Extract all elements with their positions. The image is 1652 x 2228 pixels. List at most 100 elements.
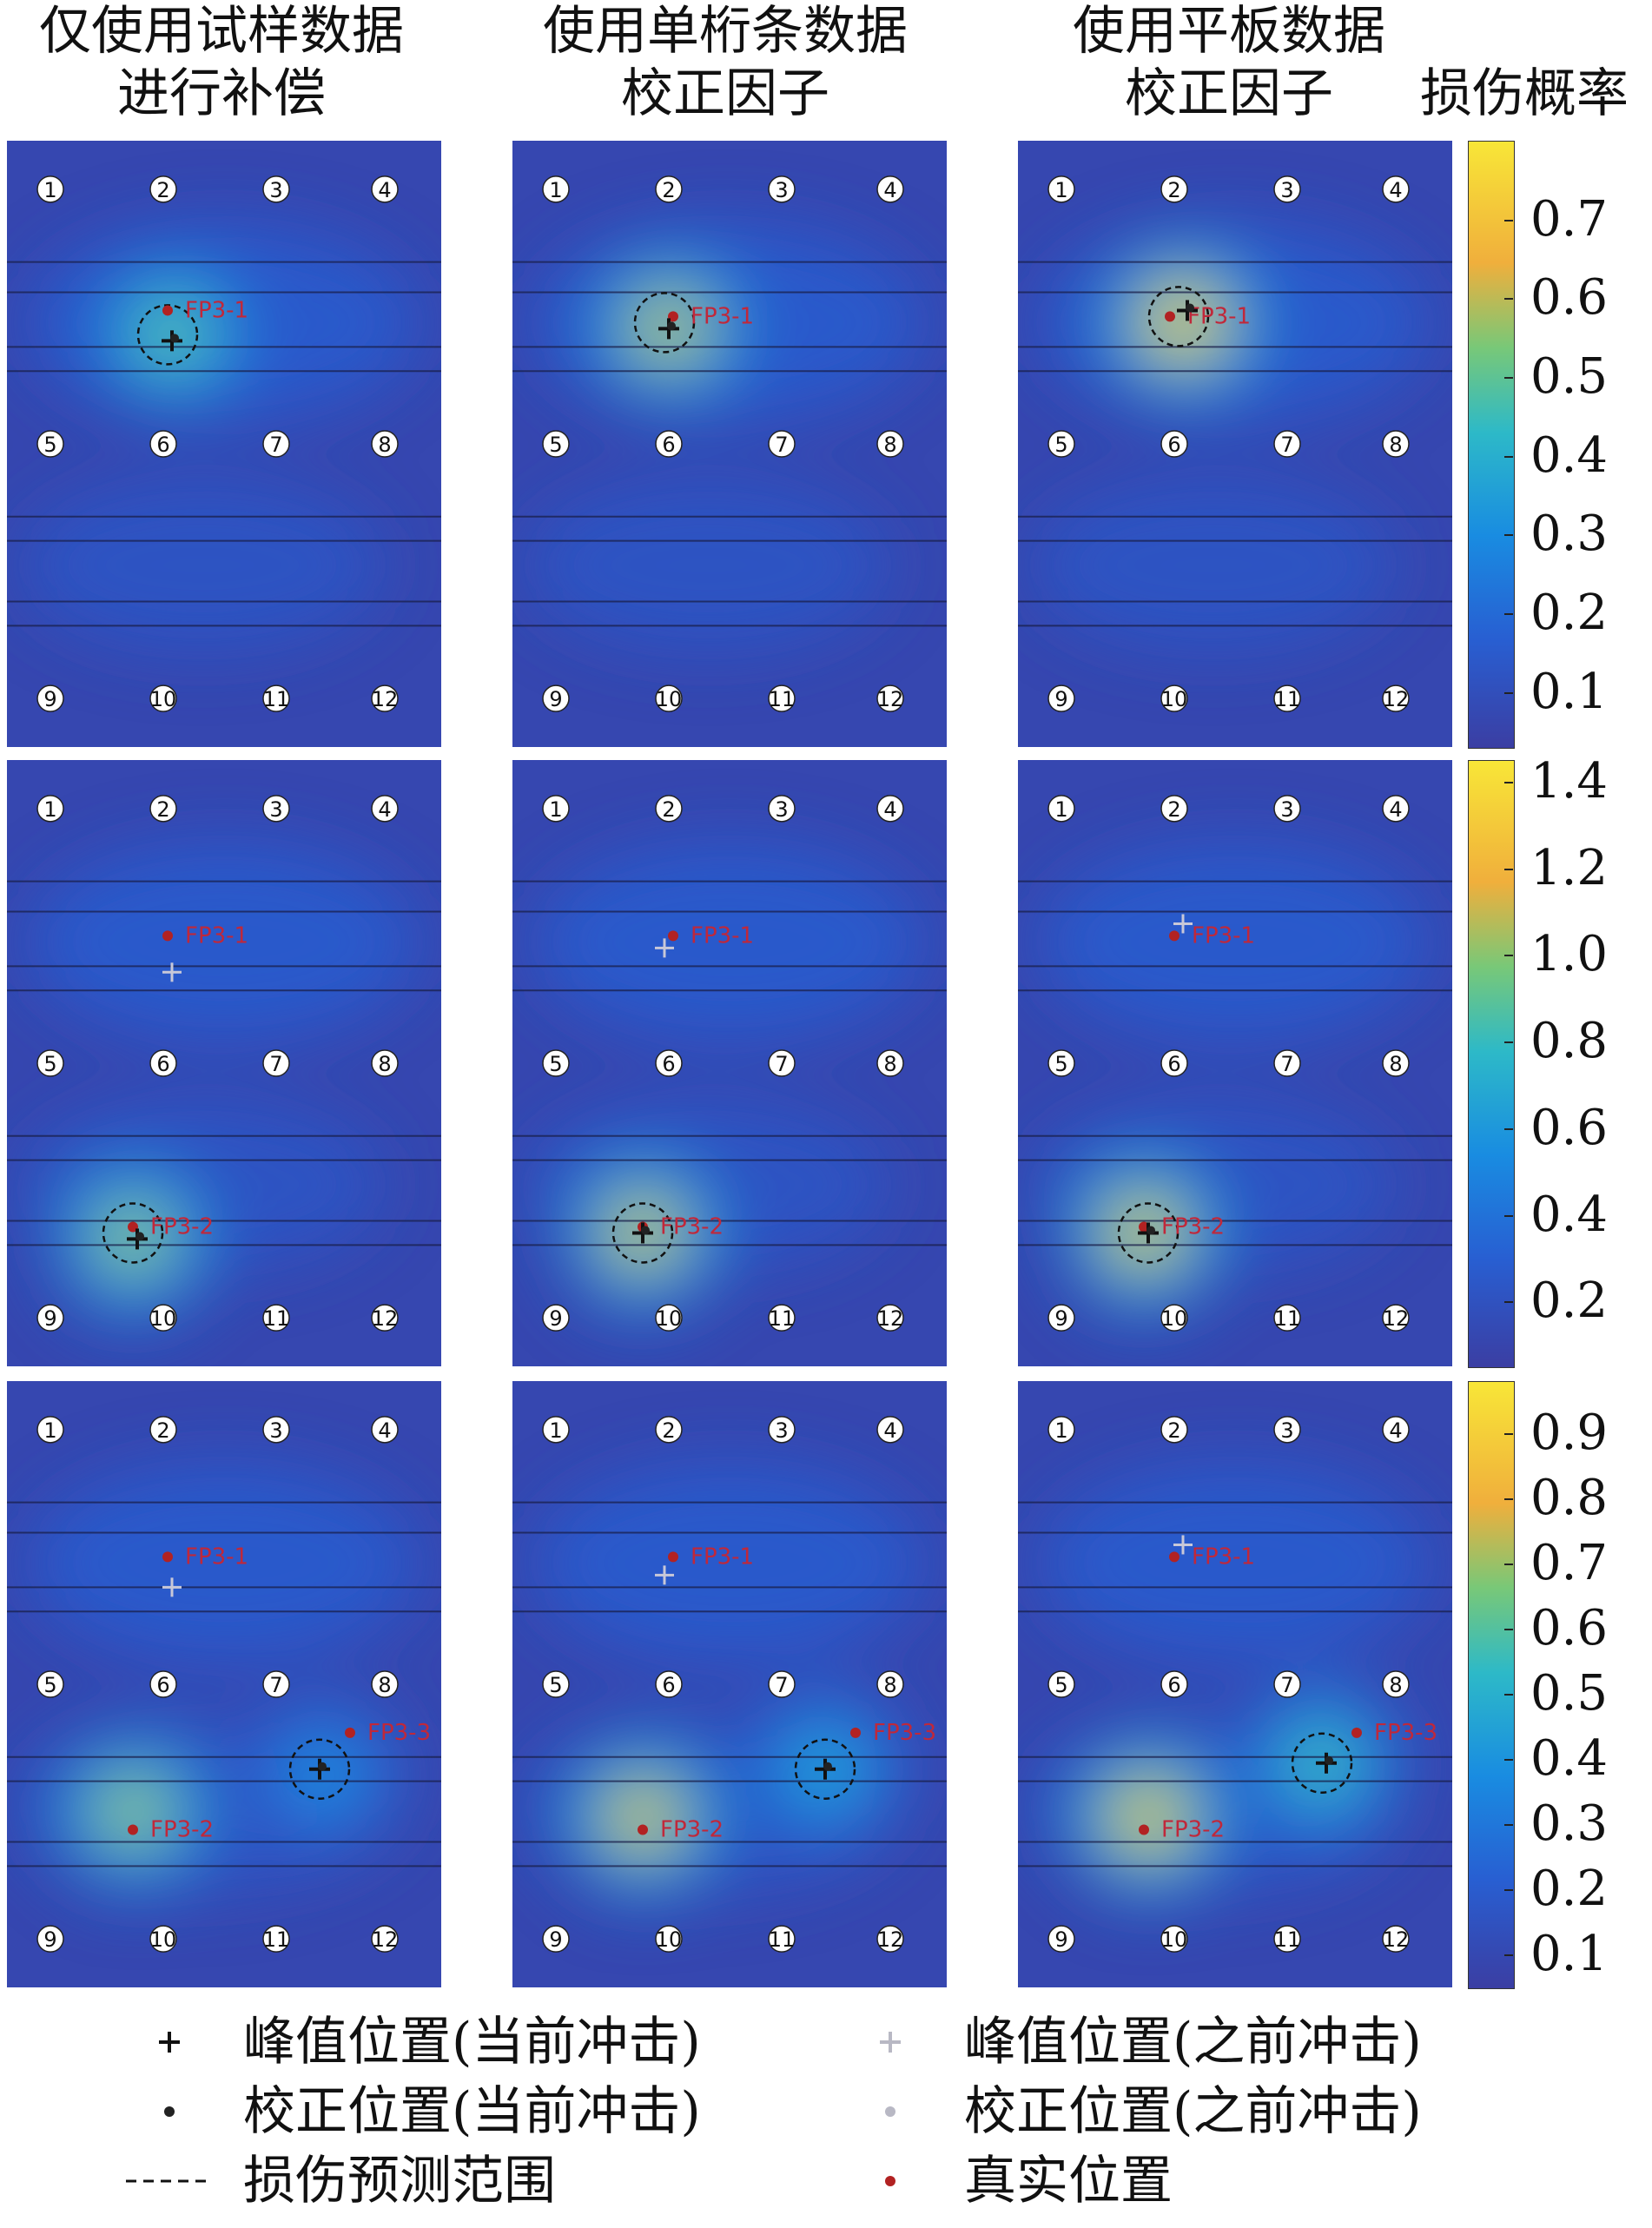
sensor-label: 2: [662, 797, 675, 822]
sensor-label: 12: [372, 1927, 399, 1952]
colorbar-r1: [1468, 141, 1515, 749]
sensor-label: 5: [549, 1052, 562, 1076]
colorbar-tick-label: 0.2: [1530, 584, 1609, 641]
sensor-marker: [1160, 1304, 1188, 1332]
sensor-marker: [262, 684, 290, 712]
sensor-label: 1: [1054, 178, 1067, 202]
sensor-marker: [1273, 1670, 1301, 1698]
colorbar-tick-mark: [1504, 455, 1513, 458]
sensor-marker: [876, 430, 904, 458]
sensor-label: 6: [662, 1673, 675, 1697]
sensor-label: 5: [549, 1673, 562, 1697]
colorbar-tick-label: 0.7: [1530, 190, 1609, 248]
colorbar-tick-mark: [1504, 376, 1513, 379]
sensor-label: 12: [1383, 1927, 1410, 1952]
legend-label: 峰值位置(当前冲击): [243, 2012, 701, 2073]
sensor-marker: [655, 1416, 683, 1444]
true-position-dot: [162, 305, 173, 316]
true-position-dot: [162, 930, 173, 942]
colorbar-tick-label: 0.3: [1530, 506, 1609, 563]
impact-label: FP3-2: [660, 1213, 724, 1240]
legend-label: 峰值位置(之前冲击): [964, 2012, 1422, 2073]
sensor-label: 3: [1280, 797, 1293, 822]
true-position-dot: [1165, 311, 1175, 322]
sensor-marker: [36, 175, 64, 203]
sensor-marker: [1047, 1049, 1075, 1077]
colorbar-tick-label: 1.4: [1530, 752, 1609, 810]
colorbar-tick-mark: [1504, 1433, 1513, 1436]
sensor-marker: [1382, 1304, 1410, 1332]
legend-item-plus-light: 峰值位置(之前冲击): [834, 2011, 1422, 2073]
colorbar-tick-label: 0.9: [1530, 1405, 1609, 1462]
sensor-marker: [1382, 430, 1410, 458]
sensor-marker: [1273, 1049, 1301, 1077]
colorbar-tick-label: 0.5: [1530, 347, 1609, 405]
sensor-marker: [371, 684, 399, 712]
legend-label: 损伤预测范围: [243, 2151, 556, 2211]
sensor-marker: [768, 684, 796, 712]
sensor-marker: [36, 1670, 64, 1698]
legend-item-plus-dark: 峰值位置(当前冲击): [113, 2011, 701, 2073]
hotspot-layer: [109, 1787, 157, 1836]
column-title-2-line2: 校正因子: [621, 63, 829, 124]
sensor-marker: [371, 1304, 399, 1332]
sensor-marker: [542, 1304, 570, 1332]
sensor-marker: [1382, 1925, 1410, 1953]
sensor-label: 7: [775, 1052, 788, 1076]
heatmap-panel-r1-c1: 1 2 3 4 5 6 7 8 9 10 11 12 FP3-1: [7, 141, 441, 747]
peak-previous-marker: [1173, 914, 1193, 934]
sensor-label: 2: [662, 178, 675, 202]
true-position-dot: [850, 1727, 861, 1738]
sensor-marker: [36, 795, 64, 823]
sensor-label: 8: [1389, 433, 1402, 457]
sensor-label: 11: [263, 1927, 290, 1952]
impact-label: FP3-2: [150, 1817, 214, 1843]
sensor-label: 7: [775, 1673, 788, 1697]
sensor-label: 8: [1389, 1052, 1402, 1076]
sensor-marker: [542, 1925, 570, 1953]
sensor-label: 6: [1167, 1673, 1180, 1697]
sensor-label: 3: [775, 797, 788, 822]
sensor-marker: [1047, 684, 1075, 712]
impact-label: FP3-1: [1192, 922, 1255, 949]
sensor-marker: [149, 1304, 177, 1332]
true-position-dot: [1169, 1551, 1180, 1563]
corrected-position-current: [318, 1762, 327, 1771]
sensor-label: 2: [1167, 178, 1180, 202]
sensor-marker: [542, 1416, 570, 1444]
sensor-marker: [1160, 1670, 1188, 1698]
sensor-marker: [149, 1925, 177, 1953]
sensor-marker: [1047, 175, 1075, 203]
peak-previous-marker: [655, 1565, 674, 1585]
colorbar-tick-label: 0.8: [1530, 1013, 1609, 1070]
sensor-label: 7: [269, 433, 282, 457]
sensor-marker: [768, 175, 796, 203]
sensor-label: 11: [1274, 1927, 1301, 1952]
sensor-label: 9: [549, 687, 562, 711]
sensor-marker: [655, 1049, 683, 1077]
corrected-position-current: [1186, 303, 1194, 313]
colorbar-tick-label: 0.6: [1530, 269, 1609, 327]
sensor-label: 8: [378, 1673, 391, 1697]
sensor-marker: [36, 430, 64, 458]
impact-label: FP3-1: [185, 1544, 248, 1570]
sensor-label: 6: [156, 1673, 169, 1697]
sensor-marker: [1273, 175, 1301, 203]
sensor-label: 8: [883, 1052, 896, 1076]
sensor-marker: [262, 1670, 290, 1698]
sensor-label: 11: [769, 1927, 796, 1952]
corrected-position-current: [170, 334, 179, 343]
sensor-marker: [1160, 1049, 1188, 1077]
sensor-marker: [1160, 430, 1188, 458]
sensor-label: 3: [269, 1418, 282, 1443]
sensor-marker: [1273, 1304, 1301, 1332]
column-title-1-line2: 进行补偿: [117, 63, 326, 124]
sensor-label: 3: [1280, 1418, 1293, 1443]
sensor-marker: [149, 1670, 177, 1698]
colorbar-tick-label: 0.5: [1530, 1665, 1609, 1722]
sensor-label: 8: [378, 433, 391, 457]
sensor-marker: [768, 1670, 796, 1698]
heatmap-panel-r2-c2: 1 2 3 4 5 6 7 8 9 10 11 12 FP3-1 FP3-2: [512, 760, 947, 1366]
